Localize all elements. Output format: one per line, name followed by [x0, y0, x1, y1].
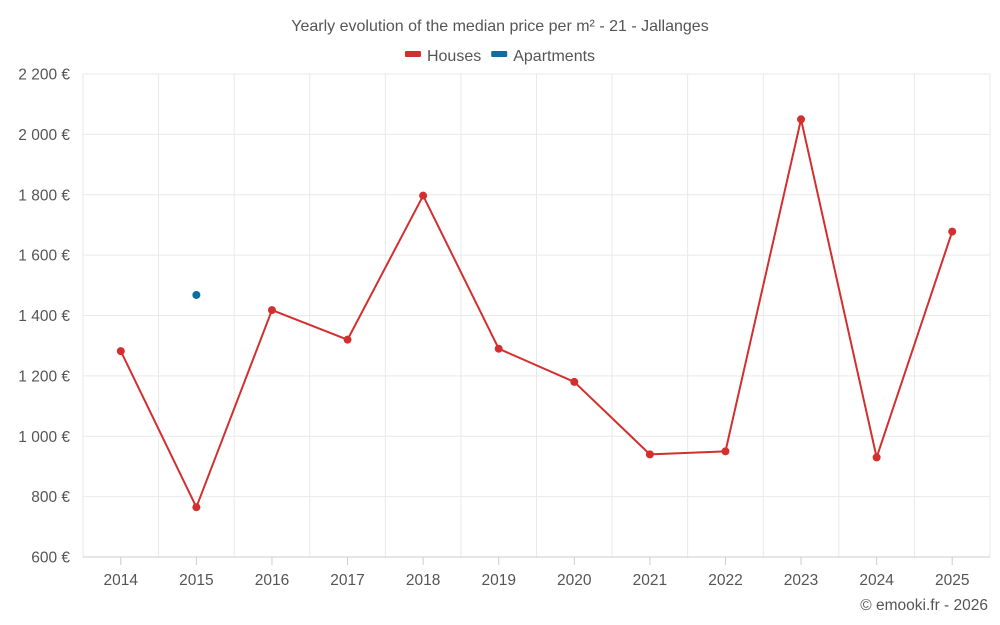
credit: © emooki.fr - 2026: [860, 597, 988, 614]
y-tick-label: 1 000 €: [18, 429, 70, 446]
legend-swatch-apartments[interactable]: [491, 51, 508, 57]
y-tick-label: 2 200 €: [18, 67, 70, 84]
x-tick-label: 2021: [633, 572, 667, 589]
series-line-houses: [119, 118, 954, 509]
x-tick-label: 2015: [179, 572, 213, 589]
data-point-houses-2023[interactable]: [797, 115, 806, 124]
legend: Houses Apartments: [404, 48, 595, 65]
data-point-apartments-2015[interactable]: [192, 290, 201, 299]
x-tick-label: 2016: [255, 572, 289, 589]
x-tick-label: 2022: [708, 572, 742, 589]
axes: 600 € 800 € 1 000 € 1 200 € 1 400 € 1 600 € 1 …: [18, 67, 990, 589]
y-tick-label: 800 €: [31, 489, 70, 506]
data-point-houses-2020[interactable]: [570, 377, 579, 386]
data-point-houses-2019[interactable]: [494, 344, 503, 353]
data-point-houses-2022[interactable]: [721, 447, 730, 456]
legend-label-houses[interactable]: Houses: [427, 48, 481, 65]
y-tick-label: 1 200 €: [18, 368, 70, 385]
y-tick-label: 600 €: [31, 550, 70, 567]
series: [116, 115, 957, 512]
y-tick-label: 1 800 €: [18, 187, 70, 204]
legend-swatch-houses[interactable]: [404, 51, 421, 57]
data-point-houses-2015[interactable]: [192, 503, 201, 512]
chart-title: Yearly evolution of the median price per…: [291, 18, 708, 35]
y-tick-label: 1 600 €: [18, 248, 70, 265]
data-point-houses-2024[interactable]: [872, 453, 881, 462]
x-tick-label: 2023: [784, 572, 818, 589]
x-tick-label: 2024: [859, 572, 894, 589]
x-tick-label: 2017: [330, 572, 364, 589]
grid: [82, 73, 991, 557]
data-point-houses-2021[interactable]: [645, 450, 654, 459]
x-tick-label: 2018: [406, 572, 440, 589]
legend-label-apartments[interactable]: Apartments: [513, 48, 595, 65]
data-point-houses-2025[interactable]: [948, 227, 957, 236]
x-tick-label: 2014: [104, 572, 139, 589]
x-tick-label: 2020: [557, 572, 592, 589]
data-point-houses-2014[interactable]: [116, 347, 125, 356]
data-point-houses-2016[interactable]: [267, 306, 276, 315]
x-tick-label: 2025: [935, 572, 969, 589]
y-tick-label: 2 000 €: [18, 127, 70, 144]
x-tick-label: 2019: [481, 572, 515, 589]
y-tick-label: 1 400 €: [18, 308, 70, 325]
data-point-houses-2018[interactable]: [419, 191, 428, 200]
data-point-houses-2017[interactable]: [343, 335, 352, 344]
